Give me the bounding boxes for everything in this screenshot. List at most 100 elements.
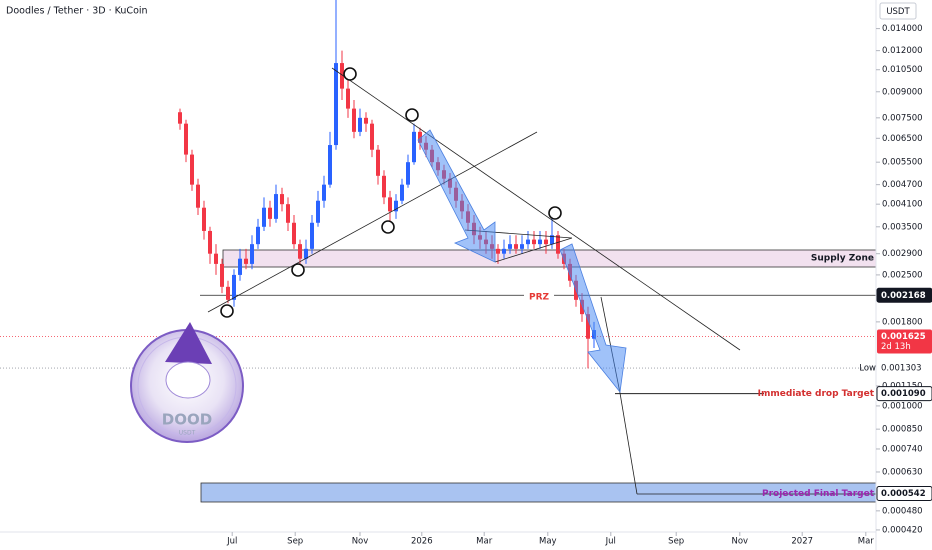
x-tick-label: May bbox=[539, 537, 557, 547]
candle-body bbox=[556, 235, 560, 254]
hand-marker bbox=[405, 108, 419, 122]
projection-line bbox=[600, 296, 638, 495]
candle-body bbox=[244, 258, 248, 264]
x-tick-label: Sep bbox=[287, 537, 303, 547]
candle-body bbox=[334, 63, 338, 146]
candle-body bbox=[214, 253, 218, 264]
candle-body bbox=[394, 200, 398, 212]
y-tick-label: 0.006500 bbox=[882, 134, 923, 144]
candle-body bbox=[550, 235, 554, 245]
hand-marker bbox=[291, 263, 305, 277]
candle-body bbox=[328, 145, 332, 185]
candle-body bbox=[526, 239, 530, 245]
markers bbox=[220, 67, 562, 318]
x-tick-label: 2026 bbox=[411, 537, 433, 547]
arrows bbox=[417, 129, 627, 393]
candle-body bbox=[298, 244, 302, 259]
candle-body bbox=[238, 258, 242, 275]
trendline bbox=[331, 67, 741, 351]
currency-label: USDT bbox=[886, 7, 910, 17]
y-tick-label: 0.001800 bbox=[882, 317, 923, 327]
drawings bbox=[207, 67, 876, 495]
candle-body bbox=[280, 194, 284, 205]
candle-body bbox=[316, 200, 320, 223]
candle-body bbox=[250, 244, 254, 264]
final-target-name: Projected Final Target bbox=[762, 489, 875, 499]
candle-body bbox=[364, 117, 368, 124]
logo-face bbox=[165, 361, 211, 399]
candle-body bbox=[352, 108, 356, 132]
candle-body bbox=[310, 222, 314, 249]
candle-body bbox=[208, 230, 212, 254]
candle-body bbox=[358, 117, 362, 132]
candle-body bbox=[406, 162, 410, 185]
logo-hat bbox=[165, 322, 212, 364]
candle-body bbox=[532, 239, 536, 245]
price-label: 0.002168 bbox=[881, 291, 926, 301]
y-tick-label: 0.002900 bbox=[882, 249, 923, 259]
y-tick-label: 0.000740 bbox=[882, 444, 923, 454]
candle-body bbox=[514, 244, 518, 249]
y-tick-label: 0.012000 bbox=[882, 46, 923, 56]
last-price-label: 0.001625 bbox=[881, 332, 926, 342]
price-label: 0.001090 bbox=[881, 389, 926, 399]
label-bg bbox=[524, 290, 554, 303]
y-tick-label: 0.014000 bbox=[882, 24, 923, 34]
y-tick-label: 0.004700 bbox=[882, 180, 923, 190]
x-tick-label: Mar bbox=[476, 537, 493, 547]
candle-body bbox=[382, 175, 386, 198]
candle-body bbox=[220, 263, 224, 287]
candle-body bbox=[268, 207, 272, 219]
candle-body bbox=[370, 123, 374, 150]
candle-body bbox=[580, 299, 584, 315]
y-tick-label: 0.002500 bbox=[882, 270, 923, 280]
y-tick-label: 0.005500 bbox=[882, 158, 923, 168]
candle-body bbox=[286, 204, 290, 223]
candle-body bbox=[262, 207, 266, 227]
y-tick-label: 0.003500 bbox=[882, 222, 923, 232]
hand-marker bbox=[343, 67, 357, 81]
trendline bbox=[494, 237, 573, 263]
hand-marker bbox=[381, 220, 395, 234]
candle-body bbox=[340, 63, 344, 89]
y-tick-label: 0.000850 bbox=[882, 425, 923, 435]
price-label: 0.000542 bbox=[881, 489, 926, 499]
x-tick-label: Mar bbox=[858, 537, 875, 547]
candle-body bbox=[346, 88, 350, 109]
x-tick-label: 2027 bbox=[791, 537, 813, 547]
target-name: Immediate drop Target bbox=[758, 389, 875, 399]
low-price-label: 0.001303 bbox=[881, 364, 922, 374]
candle-body bbox=[256, 226, 260, 245]
logo-subtext: USDT bbox=[179, 430, 196, 437]
arrow bbox=[559, 243, 627, 393]
candle-body bbox=[202, 207, 206, 231]
candle-body bbox=[544, 239, 548, 245]
price-label-box bbox=[876, 485, 932, 501]
candle-body bbox=[538, 239, 542, 245]
y-tick-label: 0.010500 bbox=[882, 65, 923, 75]
supply-zone bbox=[222, 249, 877, 268]
candle-body bbox=[520, 244, 524, 249]
x-tick-label: Nov bbox=[732, 537, 749, 547]
hand-marker bbox=[548, 206, 562, 220]
countdown-label: 2d 13h bbox=[881, 342, 911, 352]
arrow bbox=[417, 129, 496, 263]
price-label-box bbox=[876, 386, 932, 402]
candle-body bbox=[184, 123, 188, 155]
logo-text: DOOD bbox=[162, 411, 212, 429]
y-tick-label: 0.007500 bbox=[882, 113, 923, 123]
candle-body bbox=[400, 184, 404, 201]
candle-body bbox=[226, 286, 230, 300]
target-label-bg bbox=[764, 386, 876, 401]
logo: DOOD USDT bbox=[130, 322, 244, 443]
candle-body bbox=[502, 248, 506, 254]
supply-zone-label: Supply Zone bbox=[811, 254, 874, 264]
candle-body bbox=[322, 184, 326, 201]
y-tick-label: 0.004100 bbox=[882, 200, 923, 210]
y-tick-label: 0.001000 bbox=[882, 401, 923, 411]
x-tick-label: Sep bbox=[668, 537, 684, 547]
x-tick-label: Jul bbox=[605, 537, 616, 547]
